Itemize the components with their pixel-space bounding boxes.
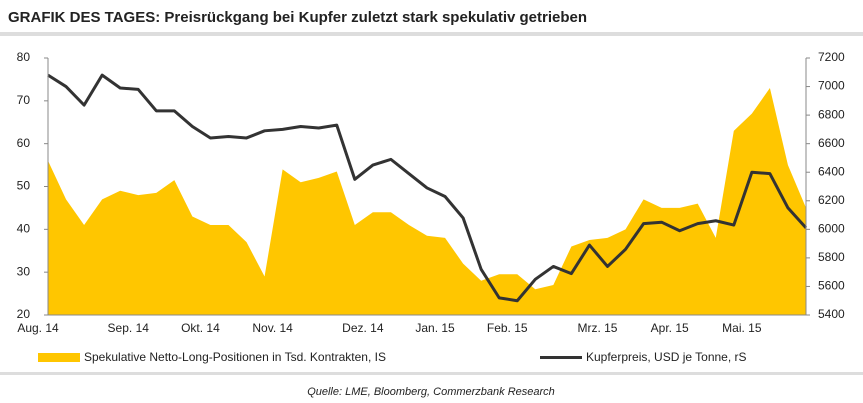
x-tick-label: Aug. 14	[17, 321, 59, 335]
y2-tick-label: 5400	[818, 307, 845, 321]
separator	[0, 372, 863, 375]
legend-swatch	[38, 353, 80, 362]
x-tick-label: Jan. 15	[415, 321, 455, 335]
y-tick-label: 60	[17, 136, 31, 150]
x-tick-label: Mai. 15	[722, 321, 762, 335]
y-tick-label: 50	[17, 179, 31, 193]
separator	[0, 32, 863, 36]
legend-label: Spekulative Netto-Long-Positionen in Tsd…	[84, 350, 386, 364]
x-tick-label: Mrz. 15	[577, 321, 617, 335]
x-tick-label: Feb. 15	[487, 321, 528, 335]
y-tick-label: 80	[17, 50, 31, 64]
x-tick-label: Apr. 15	[651, 321, 689, 335]
y2-tick-label: 6200	[818, 193, 845, 207]
x-tick-label: Nov. 14	[252, 321, 293, 335]
legend-label: Kupferpreis, USD je Tonne, rS	[586, 350, 747, 364]
line	[47, 73, 808, 303]
y2-tick-label: 7000	[818, 79, 845, 93]
y2-tick-label: 6800	[818, 107, 845, 121]
y2-tick-label: 5600	[818, 279, 845, 293]
y2-tick-label: 6400	[818, 164, 845, 178]
chart-title: GRAFIK DES TAGES: Preisrückgang bei Kupf…	[8, 9, 587, 26]
x-tick-label: Sep. 14	[108, 321, 150, 335]
area	[48, 87, 806, 315]
y-tick-label: 20	[17, 307, 31, 321]
y2-tick-label: 6600	[818, 136, 845, 150]
y2-tick-label: 6000	[818, 222, 845, 236]
y-tick-label: 70	[17, 93, 31, 107]
y-tick-label: 40	[17, 222, 31, 236]
x-tick-label: Dez. 14	[342, 321, 384, 335]
y2-tick-label: 7200	[818, 50, 845, 64]
source: Quelle: LME, Bloomberg, Commerzbank Rese…	[307, 386, 555, 398]
y2-tick-label: 5800	[818, 250, 845, 264]
y-tick-label: 30	[17, 264, 31, 278]
x-tick-label: Okt. 14	[181, 321, 220, 335]
